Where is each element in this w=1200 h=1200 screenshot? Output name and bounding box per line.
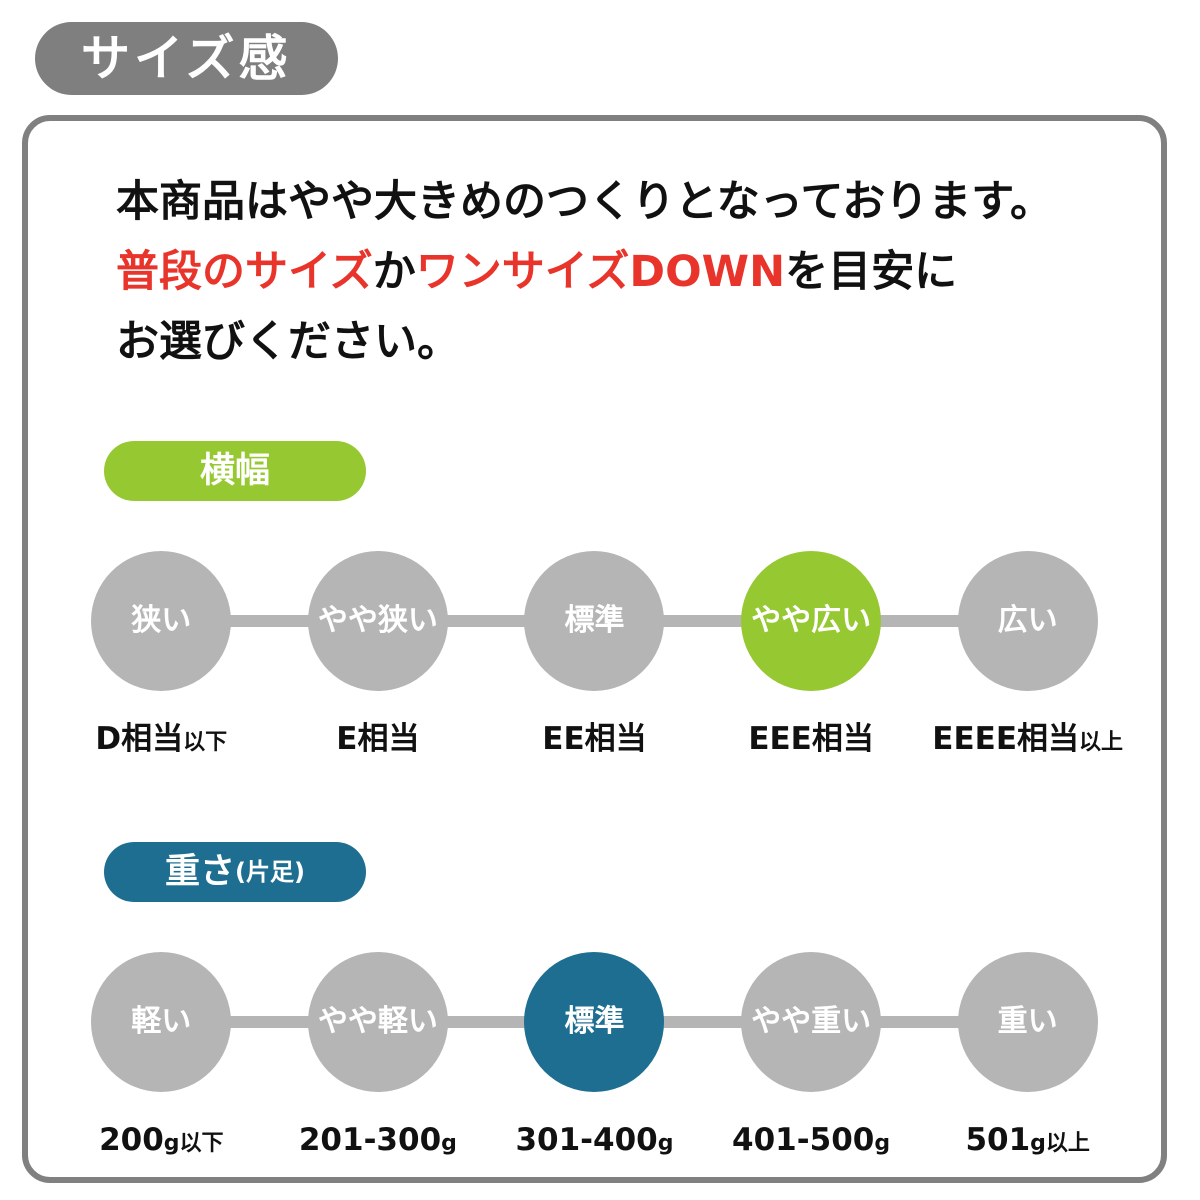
intro-paragraph: 本商品はやや大きめのつくりとなっております。 普段のサイズかワンサイズDOWNを… xyxy=(116,167,1161,377)
intro-line2-red2: ワンサイズDOWN xyxy=(415,247,786,297)
size-feel-title-text: サイズ感 xyxy=(81,30,292,87)
size-feel-title-badge: サイズ感 xyxy=(35,22,338,95)
weight-sublabel-main: 201-300 xyxy=(298,1122,442,1158)
width-scale-sublabel: E相当 xyxy=(336,719,419,764)
width-scale-circle-label: やや狭い xyxy=(317,603,438,638)
width-scale-circle-slightly-narrow: やや狭い xyxy=(307,551,448,691)
weight-scale-circle-label: 軽い xyxy=(131,1004,192,1039)
width-scale-circle-wide: 広い xyxy=(957,551,1098,691)
width-scale-item-standard: 標準 EE相当 xyxy=(486,551,703,764)
weight-sublabel-suffix: g xyxy=(657,1131,674,1156)
weight-scale-circle-label: やや重い xyxy=(751,1004,872,1039)
weight-sublabel-main: 501 xyxy=(965,1122,1031,1158)
weight-sublabel-suffix: g以下 xyxy=(163,1131,224,1156)
width-scale-item-wide: 広い EEEE相当以上 xyxy=(919,551,1136,764)
width-sublabel-main: EEEE相当 xyxy=(932,721,1080,757)
weight-scale-row: 軽い 200g以下 やや軽い 201-300g 標準 301-400g やや重い… xyxy=(28,952,1161,1165)
weight-sublabel-main: 200 xyxy=(99,1122,164,1158)
width-sublabel-suffix: 以上 xyxy=(1079,730,1124,755)
intro-line2-black1: か xyxy=(372,247,416,297)
width-sublabel-suffix: 以下 xyxy=(183,730,228,755)
weight-scale-circle-label: やや軽い xyxy=(317,1004,438,1039)
intro-line1: 本商品はやや大きめのつくりとなっております。 xyxy=(116,177,1053,227)
weight-section-badge-label: 重さ xyxy=(165,851,236,892)
weight-sublabel-main: 401-500 xyxy=(732,1122,875,1158)
width-scale-circle-slightly-wide-selected: やや広い xyxy=(741,551,882,691)
weight-section-badge: 重さ (片足) xyxy=(104,842,366,902)
weight-scale-sublabel: 401-500g xyxy=(732,1120,890,1165)
weight-sublabel-suffix: g以上 xyxy=(1030,1131,1090,1156)
width-section-badge-label: 横幅 xyxy=(199,450,270,491)
weight-scale-circle-slightly-heavy: やや重い xyxy=(741,952,882,1092)
weight-scale-sublabel: 201-300g xyxy=(299,1120,457,1165)
weight-scale-circle-heavy: 重い xyxy=(957,952,1098,1092)
width-scale-item-slightly-narrow: やや狭い E相当 xyxy=(270,551,487,764)
weight-scale-item-slightly-light: やや軽い 201-300g xyxy=(270,952,487,1165)
weight-scale-circle-label: 標準 xyxy=(564,1004,625,1039)
width-scale-circle-label: 標準 xyxy=(564,603,625,638)
intro-line2: 普段のサイズかワンサイズDOWNを目安に xyxy=(116,237,1161,307)
weight-scale-circle-light: 軽い xyxy=(91,952,232,1092)
weight-scale-sublabel: 200g以下 xyxy=(99,1120,223,1165)
weight-scale-circle-standard-selected: 標準 xyxy=(524,952,665,1092)
weight-sublabel-suffix: g xyxy=(441,1131,457,1156)
weight-section-badge-sublabel: (片足) xyxy=(235,858,305,886)
weight-scale-sublabel: 501g以上 xyxy=(965,1120,1089,1165)
width-scale-circle-standard: 標準 xyxy=(524,551,665,691)
width-sublabel-main: D相当 xyxy=(95,721,184,757)
width-scale-item-narrow: 狭い D相当以下 xyxy=(53,551,270,764)
width-scale-circle-label: 狭い xyxy=(131,603,192,638)
width-scale-circle-label: 広い xyxy=(997,603,1058,638)
weight-scale-item-standard-selected: 標準 301-400g xyxy=(486,952,703,1165)
intro-line2-red1: 普段のサイズ xyxy=(116,247,373,297)
width-section-badge: 横幅 xyxy=(104,441,366,501)
width-scale-sublabel: EE相当 xyxy=(542,719,646,764)
weight-scale-item-slightly-heavy: やや重い 401-500g xyxy=(703,952,920,1165)
size-guide-panel: 本商品はやや大きめのつくりとなっております。 普段のサイズかワンサイズDOWNを… xyxy=(22,115,1167,1183)
intro-line2-black2: を目安に xyxy=(785,247,958,297)
width-scale-circle-narrow: 狭い xyxy=(91,551,232,691)
width-scale-row: 狭い D相当以下 やや狭い E相当 標準 EE相当 やや広い EEE相当 広い xyxy=(28,551,1161,764)
weight-sublabel-suffix: g xyxy=(874,1131,891,1156)
width-scale-circle-label: やや広い xyxy=(751,603,872,638)
width-sublabel-main: EEE相当 xyxy=(748,721,874,757)
width-sublabel-main: E相当 xyxy=(336,721,420,757)
width-sublabel-main: EE相当 xyxy=(542,721,647,757)
width-scale-sublabel: D相当以下 xyxy=(95,719,227,764)
weight-scale-sublabel: 301-400g xyxy=(515,1120,673,1165)
width-scale-sublabel: EEE相当 xyxy=(748,719,874,764)
weight-scale-item-light: 軽い 200g以下 xyxy=(53,952,270,1165)
intro-line3: お選びください。 xyxy=(116,317,460,367)
weight-scale-circle-slightly-light: やや軽い xyxy=(307,952,448,1092)
weight-scale-item-heavy: 重い 501g以上 xyxy=(919,952,1136,1165)
width-scale-sublabel: EEEE相当以上 xyxy=(932,719,1123,764)
weight-scale-circle-label: 重い xyxy=(997,1004,1058,1039)
width-scale-item-slightly-wide-selected: やや広い EEE相当 xyxy=(703,551,920,764)
weight-sublabel-main: 301-400 xyxy=(515,1122,658,1158)
